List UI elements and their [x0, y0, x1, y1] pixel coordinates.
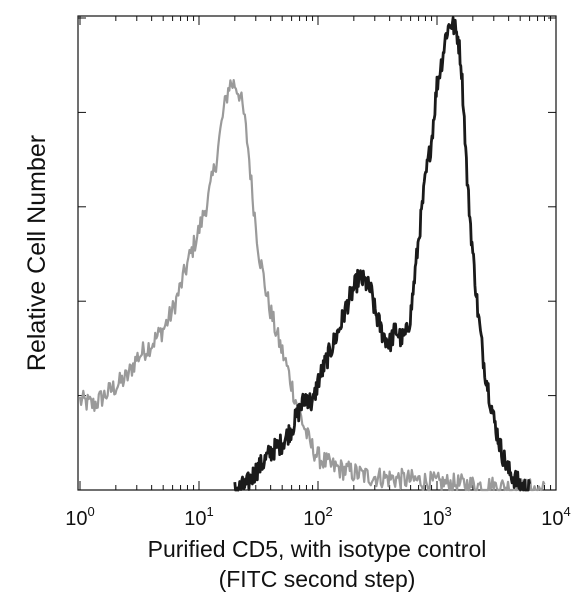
x-tick-label: 103	[422, 504, 451, 530]
plot-frame	[77, 15, 557, 491]
y-axis-ticks	[78, 17, 556, 491]
series-group	[78, 16, 546, 492]
x-tick-label: 104	[541, 504, 570, 530]
series-line-2	[233, 16, 531, 492]
series-line-1	[78, 79, 546, 492]
y-axis-label: Relative Cell Number	[23, 135, 51, 371]
x-tick-label: 102	[303, 504, 332, 530]
x-axis-tick-labels: 100 101 102 103 104	[65, 504, 570, 530]
x-axis-label-line2: (FITC second step)	[219, 566, 416, 592]
x-tick-label: 101	[184, 504, 213, 530]
x-axis-ticks	[79, 16, 557, 490]
x-tick-label: 100	[65, 504, 94, 530]
x-axis-label: Purified CD5, with isotype control	[148, 536, 487, 562]
